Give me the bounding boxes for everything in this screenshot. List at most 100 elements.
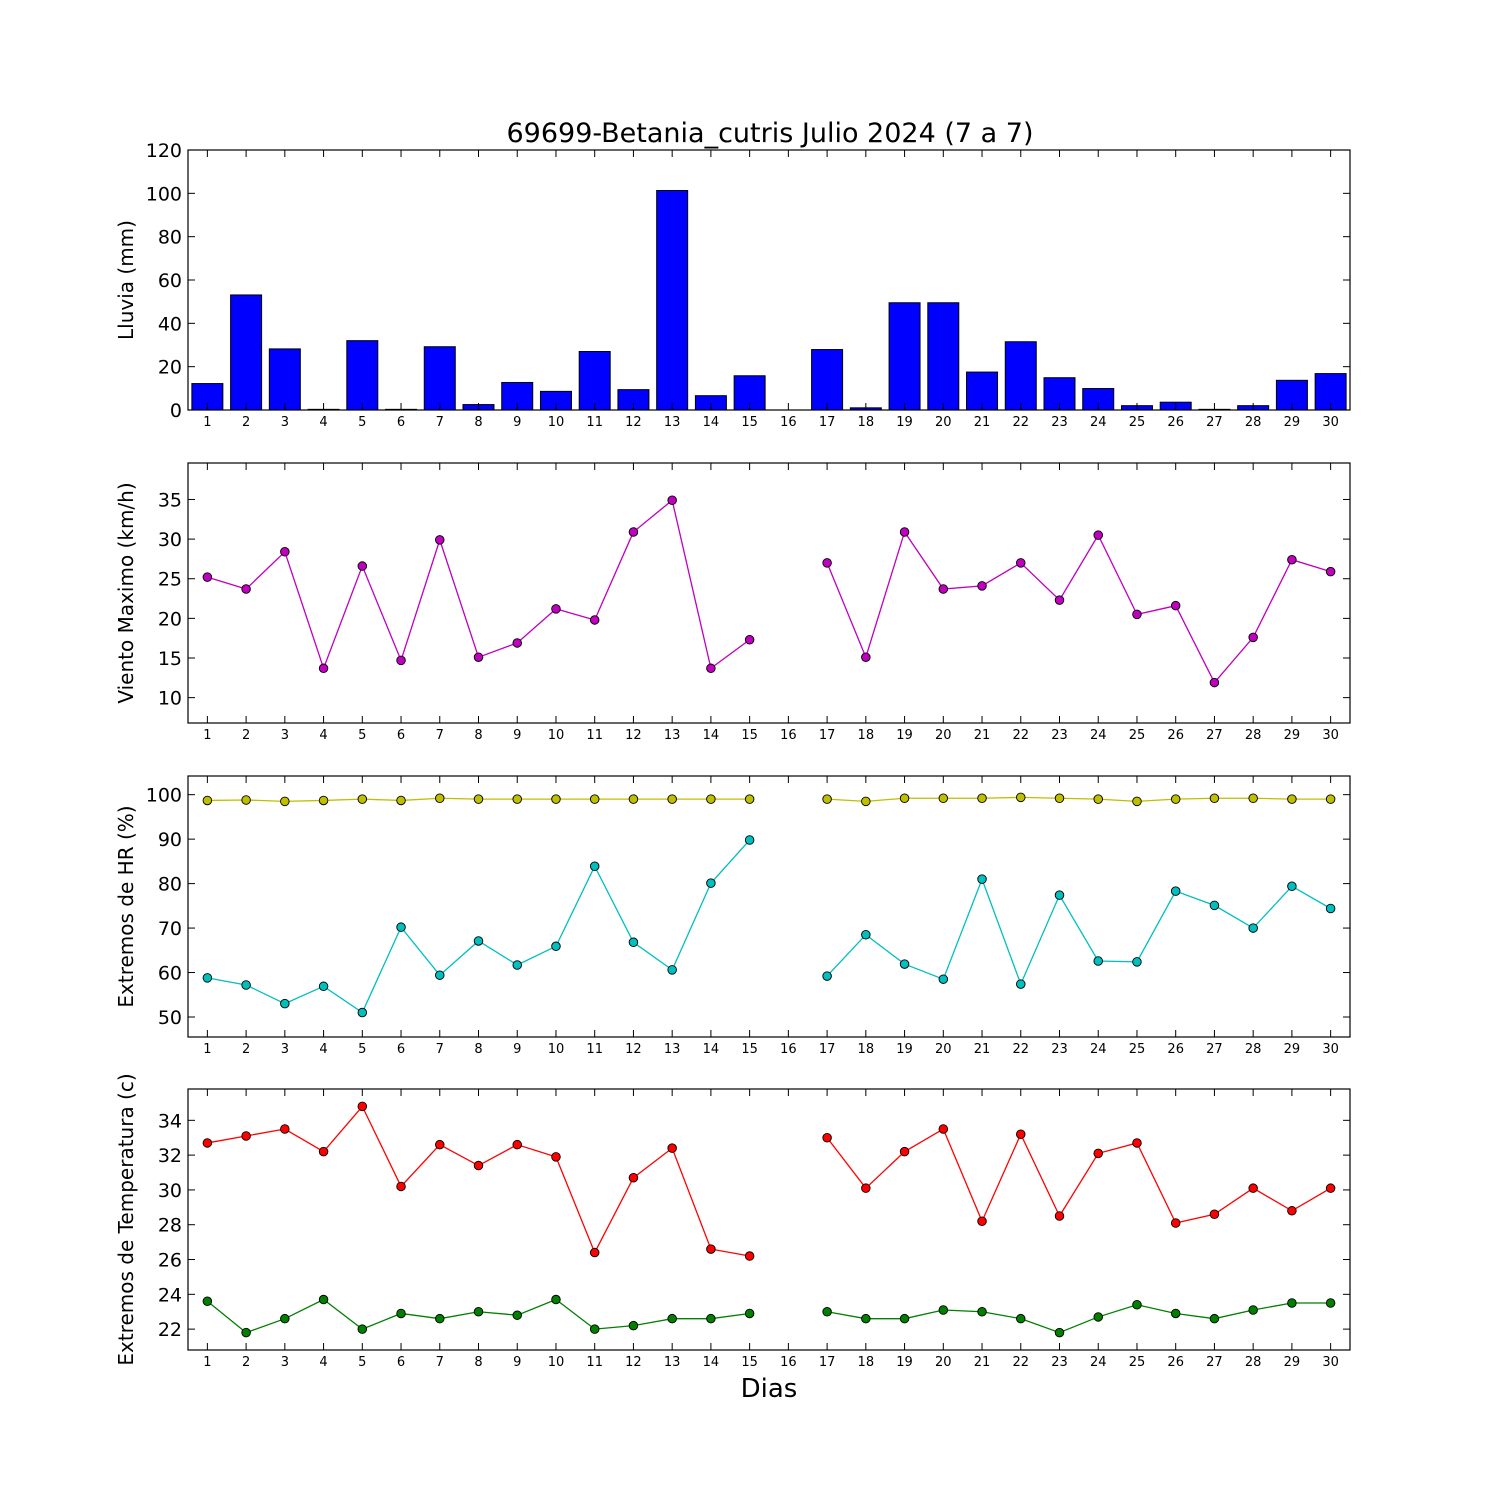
x-tick-label: 5 <box>358 728 366 743</box>
y-axis-label: Extremos de Temperatura (c) <box>114 1073 138 1365</box>
rain-bar-day-22 <box>1004 341 1037 411</box>
x-tick-label: 16 <box>780 728 797 743</box>
series-1-point-day-1 <box>202 572 213 582</box>
series-1-point-day-11 <box>589 794 600 804</box>
series-1-point-day-11 <box>589 615 600 625</box>
axes-frame <box>187 1088 1351 1351</box>
series-2-point-day-5 <box>357 1007 368 1018</box>
series-1-point-day-10 <box>551 1152 561 1162</box>
series-1-point-day-14 <box>706 1244 716 1254</box>
x-tick-label: 9 <box>513 1042 521 1057</box>
series-1-point-day-13 <box>667 1143 677 1153</box>
x-tick-label: 27 <box>1206 1042 1223 1057</box>
series-2-point-day-12 <box>628 937 639 948</box>
series-1-point-day-15 <box>744 794 755 804</box>
x-tick-label: 4 <box>319 1355 327 1370</box>
series-2-point-day-29 <box>1287 1298 1297 1308</box>
series-1-point-day-10 <box>551 794 561 804</box>
y-tick-label: 120 <box>146 140 182 162</box>
series-1-point-day-27 <box>1209 793 1220 803</box>
series-2-point-day-21 <box>977 1306 987 1317</box>
series-1-point-day-12 <box>628 527 639 537</box>
x-tick-label: 16 <box>780 415 797 430</box>
series-2-point-day-8 <box>473 1306 484 1317</box>
series-2-point-day-19 <box>899 1313 910 1324</box>
x-tick-label: 8 <box>474 1042 482 1057</box>
x-tick-label: 28 <box>1245 415 1262 430</box>
series-2-point-day-22 <box>1016 979 1026 989</box>
series-2-point-day-5 <box>357 1324 368 1334</box>
series-2-point-day-27 <box>1209 1313 1220 1324</box>
x-tick-label: 10 <box>548 415 565 430</box>
y-tick-label: 60 <box>158 270 182 292</box>
series-1-point-day-14 <box>706 794 716 804</box>
series-1-point-day-5 <box>357 794 368 804</box>
x-tick-label: 3 <box>281 1042 289 1057</box>
x-tick-label: 17 <box>819 415 836 430</box>
x-tick-label: 8 <box>474 415 482 430</box>
series-1-point-day-27 <box>1209 677 1220 688</box>
series-1-point-day-5 <box>357 1101 368 1112</box>
x-tick-label: 10 <box>548 728 565 743</box>
x-tick-label: 24 <box>1090 1355 1107 1370</box>
y-tick-label: 30 <box>158 529 182 551</box>
series-2-point-day-3 <box>280 998 290 1009</box>
series-1-point-day-19 <box>899 1146 910 1157</box>
series-2-point-day-25 <box>1132 957 1142 967</box>
y-tick-label: 70 <box>158 918 182 940</box>
series-2-point-day-11 <box>589 1324 600 1334</box>
series-1-point-day-13 <box>667 794 677 804</box>
series-2-point-day-26 <box>1170 886 1181 896</box>
y-tick-label: 25 <box>158 569 182 591</box>
series-1-point-day-9 <box>512 1139 522 1150</box>
x-tick-label: 26 <box>1167 728 1184 743</box>
series-1-point-day-13 <box>667 495 677 506</box>
x-tick-label: 2 <box>242 1042 250 1057</box>
chart-title: 69699-Betania_cutris Julio 2024 (7 a 7) <box>506 118 1033 149</box>
x-tick-label: 10 <box>548 1355 565 1370</box>
x-tick-label: 29 <box>1284 415 1301 430</box>
x-tick-label: 11 <box>586 415 603 430</box>
y-tick-label: 40 <box>158 313 182 335</box>
x-tick-label: 22 <box>1012 728 1029 743</box>
series-1-point-day-20 <box>938 584 949 594</box>
x-tick-label: 16 <box>780 1355 797 1370</box>
series-1-point-day-24 <box>1093 530 1103 540</box>
series-1-point-day-20 <box>938 793 949 803</box>
series-2-point-day-13 <box>667 965 677 975</box>
series-2-point-day-14 <box>706 1313 716 1324</box>
series-2-point-day-4 <box>318 981 329 992</box>
series-1-point-day-17 <box>822 558 832 568</box>
x-tick-label: 21 <box>974 728 991 743</box>
x-tick-label: 21 <box>974 1042 991 1057</box>
rain-bar-day-3 <box>268 348 301 411</box>
y-tick-label: 30 <box>158 1180 182 1202</box>
x-tick-label: 14 <box>703 1042 720 1057</box>
y-tick-label: 0 <box>170 400 182 422</box>
series-1-point-day-29 <box>1287 1206 1297 1216</box>
series-1-point-day-28 <box>1248 793 1258 803</box>
x-tick-label: 15 <box>741 728 758 743</box>
series-2-point-day-3 <box>280 1313 290 1324</box>
series-2-point-day-19 <box>899 959 910 969</box>
y-tick-label: 80 <box>158 227 182 249</box>
x-tick-label: 17 <box>819 728 836 743</box>
series-2-point-day-15 <box>744 835 755 845</box>
x-tick-label: 14 <box>703 728 720 743</box>
x-tick-label: 11 <box>586 1042 603 1057</box>
x-tick-label: 19 <box>896 1355 913 1370</box>
series-1-point-day-18 <box>861 796 871 807</box>
series-1-point-day-22 <box>1016 558 1026 568</box>
series-2-point-day-30 <box>1325 1298 1336 1308</box>
x-tick-label: 5 <box>358 1355 366 1370</box>
x-tick-label: 2 <box>242 415 250 430</box>
rain-bar-day-11 <box>578 351 611 411</box>
series-1-point-day-26 <box>1170 1218 1181 1228</box>
series-1-point-day-11 <box>589 1247 600 1258</box>
series-1-point-day-6 <box>396 795 406 806</box>
x-tick-label: 22 <box>1012 1355 1029 1370</box>
x-tick-label: 27 <box>1206 1355 1223 1370</box>
x-tick-label: 25 <box>1129 728 1146 743</box>
y-axis-label: Viento Maximo (km/h) <box>114 482 138 703</box>
series-1-point-day-21 <box>977 793 987 803</box>
